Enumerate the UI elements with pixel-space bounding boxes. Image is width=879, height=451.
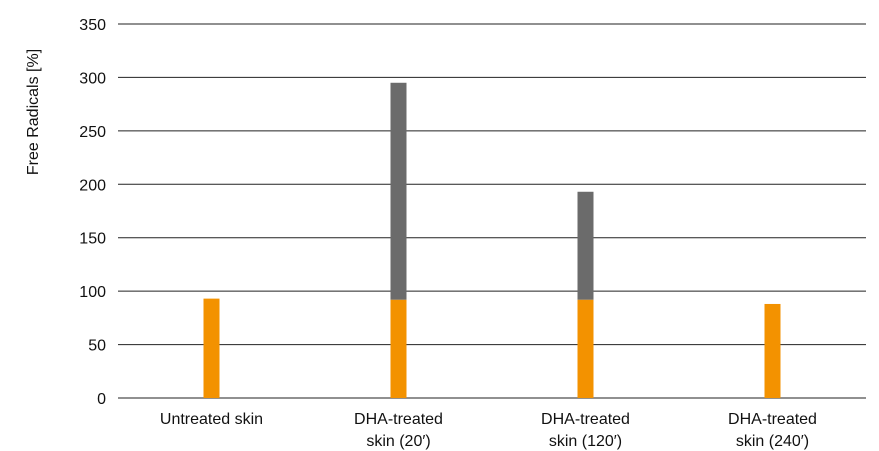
x-tick-label-line: skin (240′): [736, 433, 809, 450]
y-tick-label: 300: [79, 70, 106, 87]
bar-segment-series-1-category-3: [577, 299, 594, 398]
x-tick-label: DHA-treated skin (240′): [728, 411, 817, 450]
y-tick-label: 250: [79, 124, 106, 141]
x-tick-label: DHA-treated skin (20′): [354, 411, 443, 450]
bar-segment-series-1-category-2: [390, 299, 407, 398]
bar-segment-series-2-category-2: [390, 82, 407, 300]
x-tick-labels: Untreated skin DHA-treated skin (20′)DHA-t…: [160, 411, 817, 450]
bars: [203, 82, 781, 398]
y-tick-labels: 0 50 100 150 200 250 300 350: [79, 17, 106, 408]
bar-segment-series-1-category-4: [764, 303, 781, 398]
y-tick-label: 50: [88, 338, 106, 355]
y-tick-label: 350: [79, 17, 106, 34]
y-tick-label: 150: [79, 231, 106, 248]
y-tick-label: 0: [97, 391, 106, 408]
x-tick-label-line: DHA-treated: [728, 411, 817, 428]
gridlines: [118, 23, 866, 399]
x-tick-label-line: skin (120′): [549, 433, 622, 450]
x-tick-label-line: skin (20′): [366, 433, 430, 450]
bar-segment-series-2-category-3: [577, 191, 594, 300]
x-tick-label: DHA-treated skin (120′): [541, 411, 630, 450]
x-tick-label-line: DHA-treated: [354, 411, 443, 428]
x-tick-label-line: Untreated skin: [160, 411, 263, 428]
y-axis-label: Free Radicals [%]: [25, 49, 42, 175]
y-tick-label: 200: [79, 177, 106, 194]
x-tick-label: Untreated skin: [160, 411, 263, 428]
y-tick-label: 100: [79, 284, 106, 301]
bar-segment-series-1-category-1: [203, 298, 220, 398]
x-tick-label-line: DHA-treated: [541, 411, 630, 428]
